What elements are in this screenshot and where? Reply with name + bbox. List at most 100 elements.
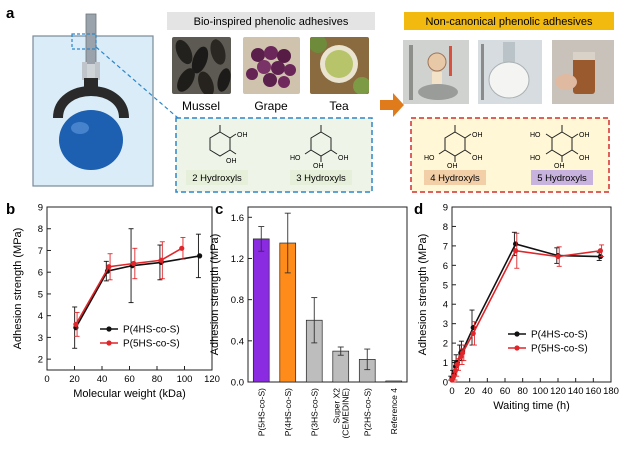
transition-arrow	[380, 93, 404, 117]
bar	[385, 380, 403, 383]
bio-title-bg	[167, 12, 375, 30]
x-tick-label: 0	[449, 386, 454, 397]
chem-oh-5a: OH	[579, 132, 590, 139]
category-label: Reference 4	[389, 388, 399, 435]
y-tick-label: 8	[38, 224, 43, 235]
label-4oh-bg	[424, 170, 486, 185]
category-label: P(2HS-co-S)	[362, 388, 372, 436]
panel-c-chart: c 0.0 0.4 0.8 1.2 1.6 Adhesion strength (MPa)…	[209, 201, 408, 439]
y-tick-label: 6	[38, 268, 43, 279]
x-tick-label: 140	[568, 386, 584, 397]
chem-ho-5a: HO	[530, 132, 541, 139]
kettlebell-highlight	[71, 122, 89, 134]
bio-title: Bio-inspired phenolic adhesives	[194, 16, 349, 28]
data-point	[454, 361, 460, 368]
metal-rod	[85, 13, 97, 71]
y-tick-label: 7	[38, 246, 43, 257]
kettlebell-body	[59, 110, 123, 170]
panel-d-chart: d 0 1 2 3 4 5 6 7 8 9 0 20 40 60 80 100 120 140 160 180 Adhe…	[414, 201, 619, 412]
y-tick-label: 2	[443, 339, 448, 350]
bar	[252, 238, 270, 383]
y-tick-label: 7	[443, 241, 448, 252]
y-tick-label: 3	[443, 319, 448, 330]
category-label: P(4HS-co-S)	[283, 388, 293, 436]
catechol-structure	[209, 125, 237, 157]
pentahydroxy-structure	[545, 125, 579, 162]
chem-oh-5b: OH	[579, 155, 590, 162]
series-line-1	[451, 249, 601, 381]
data-point	[131, 260, 137, 267]
photo-label-grape: Grape	[254, 99, 288, 113]
label-5-hydroxyls: 5 Hydroxyls	[537, 173, 587, 184]
y-tick-label: 4	[443, 300, 448, 311]
adhesive-joint	[87, 64, 95, 78]
kettlebell-hook	[84, 78, 98, 92]
category-label: Super X2	[331, 388, 341, 424]
chem-oh-5c: OH	[554, 163, 565, 170]
series-line-0	[451, 242, 601, 379]
photo-tea	[310, 37, 369, 94]
chem-oh-3b: OH	[338, 155, 349, 162]
data-point	[449, 377, 455, 383]
data-point	[73, 321, 79, 327]
x-tick-label: 60	[500, 386, 511, 397]
data-point	[460, 350, 466, 356]
label-3-hydroxyls: 3 Hydroxyls	[296, 173, 346, 184]
x-axis-label: Molecular weight (kDa)	[73, 388, 185, 400]
kettlebell-illustration	[32, 13, 179, 187]
legend-label: P(4HS-co-S)	[531, 330, 588, 341]
y-tick-label: 1.6	[231, 213, 244, 224]
x-tick-label: 100	[177, 374, 193, 385]
photo-lab-setup	[403, 40, 469, 104]
legend-label: P(5HS-co-S)	[531, 344, 588, 355]
legend-label: P(4HS-co-S)	[123, 325, 180, 336]
panel-a: a Bio-inspired phenolic adhesives	[6, 5, 614, 193]
substrate-plate-left	[82, 62, 87, 80]
label-5oh-bg	[531, 170, 593, 185]
y-tick-label: 9	[38, 203, 43, 214]
panel-letter-b: b	[6, 201, 15, 218]
photo-label-tea: Tea	[329, 99, 349, 113]
y-tick-label: 6	[443, 261, 448, 272]
chem-oh-3a: OH	[313, 163, 324, 170]
label-3oh-bg	[290, 170, 352, 185]
legend-swatch-marker	[106, 326, 112, 332]
x-tick-label: 100	[532, 386, 548, 397]
y-tick-label: 4	[38, 311, 43, 322]
chem-oh-4b: OH	[472, 155, 483, 162]
chem-ho-5b: HO	[530, 155, 541, 162]
legend-swatch-marker	[514, 331, 520, 337]
category-label: (CEMEDINE)	[340, 388, 350, 439]
x-tick-label: 20	[464, 386, 475, 397]
y-tick-label: 8	[443, 222, 448, 233]
y-tick-label: 0.4	[231, 336, 244, 347]
x-tick-label: 80	[517, 386, 528, 397]
panel-letter-a: a	[6, 5, 15, 22]
panel-letter-d: d	[414, 201, 423, 218]
bar	[332, 350, 350, 383]
data-point	[451, 373, 457, 379]
y-tick-label: 2	[38, 355, 43, 366]
x-tick-label: 0	[44, 374, 49, 385]
panel-b-chart: b 2 3 4 5 6 7 8 9 0 20 40 60 80 100 120 Adhesion streng…	[6, 201, 220, 400]
x-tick-label: 180	[603, 386, 619, 397]
chem-ho-3: HO	[290, 155, 301, 162]
chem-oh-4c: OH	[447, 163, 458, 170]
legend-label: P(5HS-co-S)	[123, 339, 180, 350]
data-point	[452, 367, 459, 373]
photo-vial	[552, 40, 614, 104]
data-point	[458, 354, 464, 360]
y-tick-label: 5	[443, 280, 448, 291]
y-tick-label: 3	[38, 333, 43, 344]
plot-frame	[247, 206, 408, 383]
chem-oh-1: OH	[237, 132, 248, 139]
zoom-box	[71, 33, 97, 50]
data-point	[513, 241, 519, 247]
x-tick-label: 60	[124, 374, 135, 385]
data-point	[597, 248, 604, 254]
x-tick-label: 20	[69, 374, 80, 385]
tetrahydroxy-structure	[438, 125, 472, 162]
series-line-1	[75, 247, 183, 325]
label-2-hydroxyls: 2 Hydroxyls	[192, 173, 242, 184]
